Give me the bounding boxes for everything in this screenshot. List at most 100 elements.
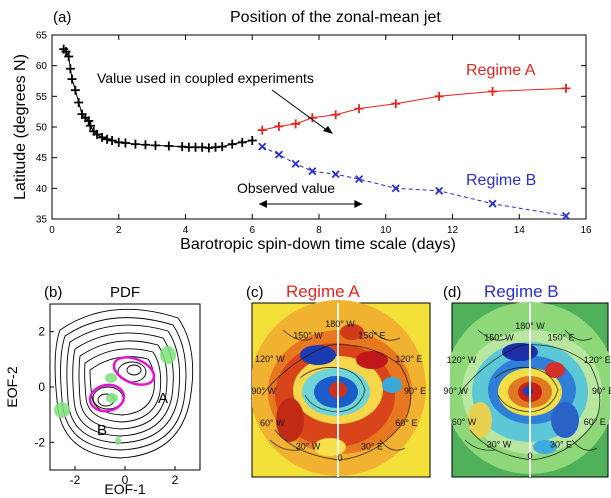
y-tick-label: -2 bbox=[34, 435, 45, 449]
panel-c-title: Regime A bbox=[286, 282, 360, 301]
lon-label: 150° E bbox=[547, 332, 574, 342]
map-d-coastlines bbox=[457, 329, 601, 461]
panel-a-title: Position of the zonal-mean jet bbox=[230, 9, 441, 26]
coastline bbox=[261, 344, 411, 461]
data-point bbox=[561, 83, 571, 93]
map-c-blob bbox=[356, 351, 388, 369]
y-tick-label: 35 bbox=[36, 215, 48, 226]
map-d-blob bbox=[551, 402, 579, 438]
data-point bbox=[308, 167, 317, 176]
regime-b-label: Regime B bbox=[466, 172, 536, 189]
map-d-blob bbox=[533, 440, 557, 454]
data-point bbox=[488, 86, 498, 96]
data-point bbox=[257, 125, 267, 135]
data-point bbox=[107, 135, 117, 145]
data-point bbox=[74, 97, 84, 107]
observed-arrowhead-left bbox=[258, 200, 267, 208]
lon-label: 0 bbox=[337, 453, 342, 463]
data-point bbox=[331, 170, 340, 179]
data-point bbox=[488, 199, 497, 208]
pdf-contour bbox=[72, 332, 174, 437]
data-point bbox=[140, 140, 150, 150]
data-point bbox=[217, 142, 227, 152]
map-c-blob bbox=[276, 398, 304, 442]
data-point bbox=[102, 134, 112, 144]
x-tick-label: 12 bbox=[447, 225, 459, 236]
y-tick-label: 55 bbox=[36, 92, 48, 103]
map-d-lon-labels: 150° W 120° W 90° W 60° W 30° W 0 30° E 60° E 90… bbox=[443, 321, 611, 461]
lon-label: 120° W bbox=[255, 354, 285, 364]
x-tick-label: 2 bbox=[172, 473, 179, 487]
series-line bbox=[63, 48, 253, 149]
x-tick-label: 0 bbox=[122, 473, 129, 487]
lon-label: 150° W bbox=[293, 331, 323, 341]
data-point bbox=[85, 121, 95, 131]
x-tick-label: 0 bbox=[49, 225, 55, 236]
pdf-label-a: A bbox=[158, 390, 168, 407]
lon-label: 60° E bbox=[395, 418, 417, 428]
lon-label: 180° W bbox=[325, 319, 355, 329]
data-point bbox=[274, 150, 283, 159]
x-tick-label: 4 bbox=[183, 225, 189, 236]
panel-a-xlabel: Barotropic spin-down time scale (days) bbox=[180, 236, 456, 253]
data-point bbox=[164, 141, 174, 151]
data-point bbox=[561, 211, 571, 220]
data-point bbox=[237, 137, 247, 147]
panel-b: (b) PDF A B -2 0 2 -2 0 2 EOF-1 EOF-2 bbox=[4, 284, 201, 497]
data-point bbox=[291, 119, 301, 129]
data-point bbox=[354, 104, 364, 114]
data-point bbox=[65, 64, 75, 74]
map-c-coastlines bbox=[261, 329, 411, 461]
regime-b-ellipse bbox=[88, 383, 126, 413]
data-point bbox=[391, 184, 400, 193]
data-point bbox=[435, 186, 444, 195]
y-tick-label: 40 bbox=[36, 184, 48, 195]
observed-arrowhead-right bbox=[354, 200, 363, 208]
coastline bbox=[494, 367, 559, 413]
pdf-label-b: B bbox=[97, 422, 107, 439]
coastline bbox=[457, 344, 601, 461]
lon-label: 90° W bbox=[443, 386, 468, 396]
lon-label: 60° W bbox=[452, 417, 477, 427]
coastline bbox=[464, 329, 598, 451]
map-c-blob bbox=[382, 377, 402, 393]
x-tick-label: 16 bbox=[580, 225, 592, 236]
y-tick-label: 45 bbox=[36, 153, 48, 164]
data-point bbox=[130, 139, 140, 149]
pdf-contour bbox=[66, 324, 181, 444]
map-d-field-ring bbox=[523, 386, 533, 396]
pdf-contour bbox=[54, 308, 194, 459]
lon-label: 30° E bbox=[550, 440, 572, 450]
map-c-blob bbox=[300, 345, 336, 365]
data-point bbox=[70, 85, 80, 95]
panel-b-ticks: -2 0 2 -2 0 2 bbox=[34, 325, 178, 487]
y-tick-label: 50 bbox=[36, 123, 48, 134]
coupled-arrow bbox=[271, 89, 329, 132]
map-d-blob bbox=[468, 402, 492, 438]
y-tick-label: 65 bbox=[36, 31, 48, 42]
lon-label: 30° E bbox=[361, 441, 383, 451]
data-point bbox=[258, 142, 267, 151]
data-point bbox=[97, 132, 107, 142]
panel-c: (c) Regime A 150° W 120° W 90° W 60° W 30° W… bbox=[246, 282, 431, 478]
y-tick-label: 60 bbox=[36, 61, 48, 72]
coupled-arrowhead bbox=[323, 126, 333, 134]
green-blob bbox=[105, 373, 117, 383]
pdf-contour bbox=[60, 317, 187, 451]
lon-label: 60° E bbox=[584, 417, 606, 427]
panel-a-ticks: 0 2 4 6 8 10 12 14 16 35 40 45 50 55 60 65 bbox=[36, 31, 592, 237]
lon-label: 120° W bbox=[447, 355, 477, 365]
x-tick-label: 6 bbox=[249, 225, 255, 236]
panel-d-label: (d) bbox=[443, 284, 461, 301]
lon-label: 120° E bbox=[584, 355, 611, 365]
green-blob bbox=[160, 346, 176, 364]
pdf-contour bbox=[78, 340, 168, 430]
data-point bbox=[64, 51, 74, 61]
panel-a: (a) Position of the zonal-mean jet 0 2 4 6 8… bbox=[12, 9, 592, 253]
data-point bbox=[227, 139, 237, 149]
panel-a-ylabel: Latitude (degrees N) bbox=[12, 54, 29, 200]
lon-label: 90° W bbox=[251, 386, 276, 396]
series-line bbox=[262, 87, 567, 131]
panel-d-title: Regime B bbox=[484, 282, 559, 301]
